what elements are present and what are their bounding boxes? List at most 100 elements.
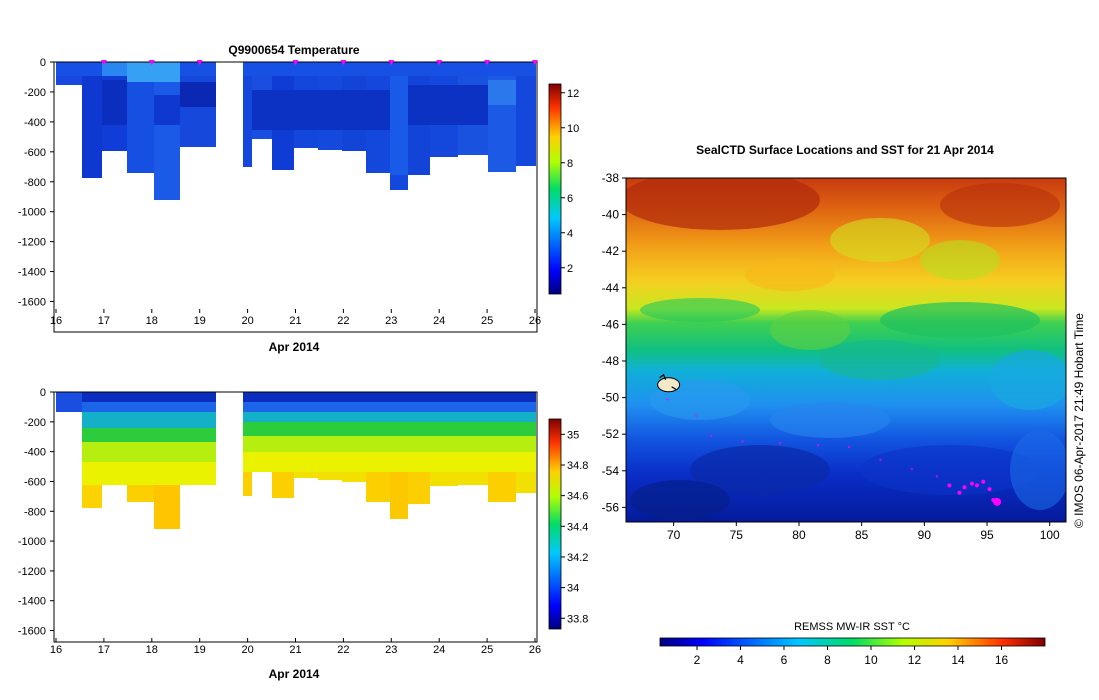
track-point [666, 398, 669, 401]
salinity-cells [56, 392, 536, 642]
temperature-cbar-label: 12 [567, 88, 579, 100]
track-point [987, 487, 992, 492]
salinity-cbar-label: 34 [567, 583, 579, 595]
map-ytick-label: -48 [602, 354, 620, 368]
salinity-xtick-label: 24 [433, 644, 445, 656]
temperature-panel: Q9900654 Temperature [18, 43, 579, 354]
salinity-cbar-label: 33.8 [567, 613, 588, 625]
map-ytick-label: -44 [602, 281, 620, 295]
copyright-text: © IMOS 06-Apr-2017 21:49 Hobart Time [1072, 313, 1086, 528]
temperature-xtick-label: 16 [50, 315, 62, 327]
temperature-ytick-label: -400 [24, 117, 46, 129]
temperature-ytick-label: -1400 [18, 267, 46, 279]
map-xtick-label: 90 [918, 528, 932, 542]
track-point [957, 490, 962, 495]
salinity-xtick-label: 22 [337, 644, 349, 656]
surface-marker [196, 60, 203, 65]
map-ytick-label: -56 [602, 500, 620, 514]
track-point [962, 485, 967, 490]
track-point [694, 414, 698, 418]
animal-location-icon [657, 373, 681, 393]
temperature-ytick-label: -1200 [18, 237, 46, 249]
map-ytick-label: -42 [602, 244, 620, 258]
temperature-ytick-label: -1000 [18, 207, 46, 219]
salinity-cbar-label: 34.8 [567, 460, 588, 472]
track-point [974, 483, 979, 488]
temperature-xtick-label: 22 [337, 315, 349, 327]
salinity-xtick-label: 18 [146, 644, 158, 656]
track-point [935, 475, 939, 478]
track-point [981, 479, 986, 484]
temperature-cbar-label: 4 [567, 228, 573, 240]
temperature-ytick-label: -200 [24, 87, 46, 99]
surface-marker [100, 60, 107, 65]
salinity-xtick-label: 16 [50, 644, 62, 656]
map-xtick-label: 95 [980, 528, 994, 542]
surface-marker [436, 60, 443, 65]
map-title: SealCTD Surface Locations and SST for 21… [696, 143, 994, 157]
track-point [816, 443, 819, 447]
track-point [947, 483, 952, 488]
temperature-xtick-label: 19 [194, 315, 206, 327]
sst-cbar-label: 16 [995, 653, 1009, 667]
map-ytick-label: -50 [602, 391, 620, 405]
map-xtick-label: 85 [855, 528, 869, 542]
sst-cbar-label: 12 [908, 653, 922, 667]
salinity-ytick-label: -400 [24, 447, 46, 459]
temperature-xtick-label: 18 [146, 315, 158, 327]
map-xtick-label: 70 [667, 528, 681, 542]
surface-marker [484, 60, 491, 65]
salinity-ytick-label: 0 [40, 387, 46, 399]
temperature-xtick-label: 25 [481, 315, 493, 327]
map-axes: 70 75 80 85 90 95 100 -38 -40 -42 -44 -46 -48 -50 -52 -… [602, 171, 1060, 542]
sst-cbar-label: 4 [737, 653, 744, 667]
temperature-ytick-label: -600 [24, 147, 46, 159]
salinity-ytick-label: -1000 [18, 536, 46, 548]
salinity-colorbar-ticks: 33.8 34 34.2 34.4 34.6 34.8 35 [561, 429, 588, 625]
salinity-xtick-label: 17 [98, 644, 110, 656]
salinity-panel: 16 17 18 19 20 21 22 23 24 25 26 0 -200 -400 -600 -800 -… [18, 387, 589, 681]
salinity-xtick-label: 20 [241, 644, 253, 656]
salinity-cbar-label: 34.6 [567, 491, 588, 503]
surface-marker [340, 60, 347, 65]
sst-colorbar-label: REMSS MW-IR SST °C [794, 621, 910, 633]
map-ytick-label: -40 [602, 208, 620, 222]
temperature-colorbar [548, 83, 562, 295]
temperature-ytick-label: -1600 [18, 297, 46, 309]
salinity-colorbar [548, 418, 562, 630]
sst-map-panel: SealCTD Surface Locations and SST for 21… [602, 143, 1086, 667]
salinity-ytick-label: -800 [24, 506, 46, 518]
map-ytick-label: -46 [602, 317, 620, 331]
salinity-cbar-label: 34.4 [567, 521, 588, 533]
track-point [741, 440, 744, 443]
sst-field [626, 178, 1066, 522]
salinity-cbar-label: 34.2 [567, 552, 588, 564]
animal-detail [659, 373, 677, 391]
temperature-xtick-label: 20 [241, 315, 253, 327]
salinity-ytick-label: -1600 [18, 626, 46, 638]
sst-cbar-label: 14 [951, 653, 965, 667]
temperature-cbar-label: 10 [567, 123, 579, 135]
salinity-ytick-label: -600 [24, 476, 46, 488]
salinity-cbar-label: 35 [567, 429, 579, 441]
temperature-ytick-label: 0 [40, 57, 46, 69]
track-point [969, 481, 974, 486]
temperature-colorbar-ticks: 2 4 6 8 10 12 [561, 88, 579, 275]
sst-colorbar-ticks: 2 4 6 8 10 12 14 16 [694, 646, 1009, 667]
salinity-xtick-label: 19 [194, 644, 206, 656]
map-ytick-label: -38 [602, 171, 620, 185]
temperature-xtick-label: 17 [98, 315, 110, 327]
temperature-xtick-label: 23 [385, 315, 397, 327]
salinity-xlabel: Apr 2014 [269, 667, 320, 681]
track-point [993, 497, 1002, 506]
temperature-cbar-label: 8 [567, 158, 573, 170]
surface-marker [388, 60, 395, 65]
salinity-ytick-label: -1200 [18, 566, 46, 578]
track-point [710, 434, 713, 438]
temperature-xtick-label: 21 [289, 315, 301, 327]
salinity-xtick-label: 25 [481, 644, 493, 656]
temperature-ytick-label: -800 [24, 177, 46, 189]
sst-cbar-label: 10 [864, 653, 878, 667]
salinity-xtick-label: 23 [385, 644, 397, 656]
sst-cbar-label: 2 [694, 653, 701, 667]
